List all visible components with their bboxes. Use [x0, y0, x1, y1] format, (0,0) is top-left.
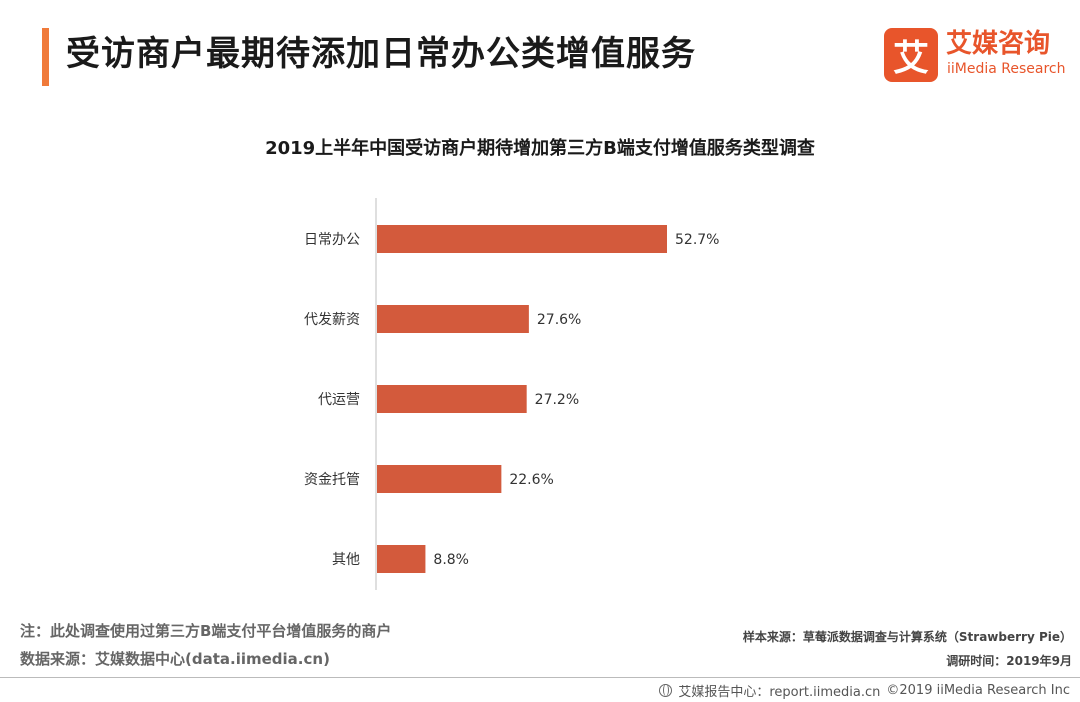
bar-1 — [377, 305, 529, 333]
value-label-1: 27.6% — [537, 312, 581, 328]
value-label-4: 8.8% — [433, 552, 469, 568]
bar-3 — [377, 465, 502, 493]
footer-divider — [0, 677, 1080, 678]
globe-icon — [659, 684, 673, 697]
logo-en-text: iiMedia Research — [947, 61, 1066, 77]
title-accent-bar — [42, 28, 49, 86]
value-label-0: 52.7% — [675, 232, 719, 248]
value-label-3: 22.6% — [509, 472, 553, 488]
category-label-1: 代发薪资 — [304, 312, 360, 328]
iimedia-logo: 艾 艾媒咨询 iiMedia Research — [884, 28, 1074, 82]
footer-note: 注：此处调查使用过第三方B端支付平台增值服务的商户 — [20, 622, 392, 640]
copyright-line: 艾媒报告中心：report.iimedia.cn ©2019 iiMedia R… — [659, 681, 1070, 700]
category-label-3: 资金托管 — [304, 472, 360, 488]
page-title: 受访商户最期待添加日常办公类增值服务 — [66, 34, 696, 74]
logo-cn-text: 艾媒咨询 — [946, 29, 1051, 59]
footer-sample-source: 样本来源：草莓派数据调查与计算系统（Strawberry Pie） — [742, 630, 1072, 644]
category-label-2: 代运营 — [318, 392, 360, 408]
value-label-2: 27.2% — [535, 392, 579, 408]
category-label-4: 其他 — [332, 552, 360, 568]
bar-0 — [377, 225, 667, 253]
copyright-text: ©2019 iiMedia Research Inc — [886, 683, 1070, 698]
logo-mark-icon: 艾 — [884, 28, 938, 82]
category-label-0: 日常办公 — [304, 232, 360, 248]
bar-2 — [377, 385, 527, 413]
footer-source: 数据来源：艾媒数据中心(data.iimedia.cn) — [20, 650, 330, 668]
bar-4 — [377, 545, 426, 573]
report-center-text: 艾媒报告中心：report.iimedia.cn — [678, 685, 881, 700]
footer-survey-time: 调研时间：2019年9月 — [946, 654, 1072, 668]
chart-title: 2019上半年中国受访商户期待增加第三方B端支付增值服务类型调查 — [265, 138, 815, 159]
